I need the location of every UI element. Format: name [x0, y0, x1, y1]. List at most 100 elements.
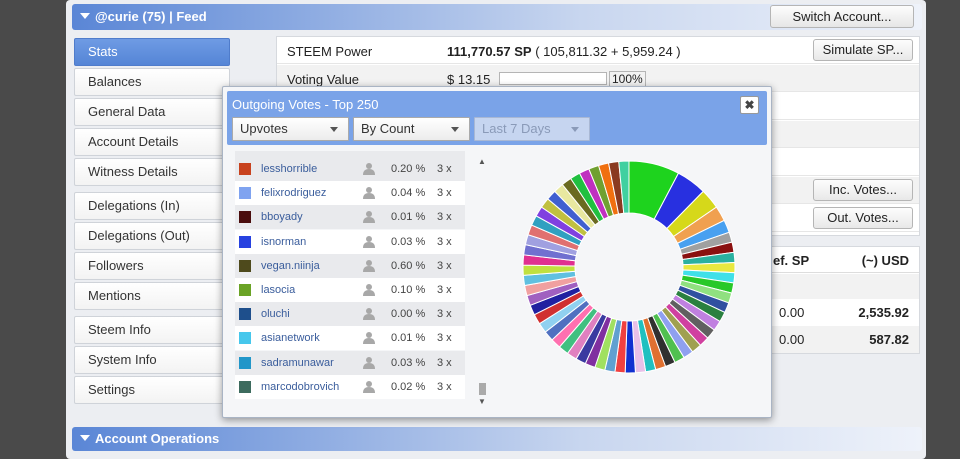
list-item: isnorman 0.03 % 3 x [235, 229, 465, 254]
inc-votes-button[interactable]: Inc. Votes... [813, 179, 913, 201]
dialog-header[interactable]: Outgoing Votes - Top 250 ✖ Upvotes By Co… [227, 91, 767, 145]
color-swatch [239, 380, 251, 393]
nav-item-stats[interactable]: Stats [74, 38, 230, 66]
account-operations-header[interactable]: Account Operations [72, 427, 922, 451]
simulate-sp-button[interactable]: Simulate SP... [813, 39, 913, 61]
votes-list[interactable]: lesshorrible 0.20 % 3 x felixrodriguez 0.04 … [235, 151, 465, 407]
out-votes-row: Out. Votes... [277, 205, 919, 232]
nav-item-balances[interactable]: Balances [74, 68, 230, 96]
nav-item-delegations-in[interactable]: Delegations (In) [74, 192, 230, 220]
vote-percent: 0.03 % [391, 235, 426, 248]
vote-count: 3 x [437, 332, 452, 345]
vote-count: 3 x [437, 380, 452, 393]
username-link[interactable]: vegan.niinja [261, 259, 320, 272]
nav-item-delegations-out[interactable]: Delegations (Out) [74, 222, 230, 250]
col-effective-sp: ef. SP [773, 253, 810, 268]
scroll-down-icon[interactable]: ▼ [478, 397, 486, 406]
vote-percent: 0.00 % [391, 308, 426, 321]
username-link[interactable]: felixrodriguez [261, 187, 327, 200]
nav-item-followers[interactable]: Followers [74, 252, 230, 280]
out-votes-button[interactable]: Out. Votes... [813, 207, 913, 229]
cell-usd: 2,535.92 [858, 305, 909, 320]
donut-slice[interactable] [618, 160, 630, 214]
list-item: felixrodriguez 0.04 % 3 x [235, 181, 465, 206]
user-icon[interactable] [363, 186, 375, 200]
vote-count: 3 x [437, 163, 452, 175]
user-icon[interactable] [363, 210, 375, 224]
user-icon[interactable] [363, 356, 375, 369]
table-row: 0.00 587.82 [771, 326, 919, 353]
vote-count: 3 x [437, 211, 452, 224]
nav-item-steem-info[interactable]: Steem Info [74, 316, 230, 344]
nav-item-mentions[interactable]: Mentions [74, 282, 230, 310]
vote-percent: 0.60 % [391, 259, 426, 272]
color-swatch [239, 259, 251, 272]
scroll-thumb[interactable] [479, 383, 486, 395]
username-link[interactable]: isnorman [261, 235, 307, 248]
period-select: Last 7 Days [474, 117, 590, 141]
col-usd: (~) USD [861, 253, 909, 268]
outgoing-votes-dialog: Outgoing Votes - Top 250 ✖ Upvotes By Co… [222, 86, 772, 418]
steem-power-value: 111,770.57 SP ( 105,811.32 + 5,959.24 ) [447, 44, 681, 59]
list-item: lasocia 0.10 % 3 x [235, 278, 465, 302]
color-swatch [239, 235, 251, 248]
list-item: lesshorrible 0.20 % 3 x [235, 157, 465, 181]
voting-value-label: Voting Value [287, 72, 360, 87]
voting-power-percent: 100% [609, 71, 646, 87]
nav-item-general-data[interactable]: General Data [74, 98, 230, 126]
user-icon[interactable] [363, 283, 375, 296]
stats-nav: Stats Balances General Data Account Deta… [74, 38, 230, 406]
color-swatch [239, 211, 251, 224]
user-icon[interactable] [363, 235, 375, 248]
feed-header[interactable]: @curie (75) | Feed Switch Account... [72, 4, 922, 30]
user-icon[interactable] [363, 162, 375, 175]
color-swatch [239, 284, 251, 296]
switch-account-button[interactable]: Switch Account... [770, 5, 914, 28]
username-link[interactable]: marcodobrovich [261, 380, 340, 393]
voting-power-bar [499, 72, 607, 85]
vote-count: 3 x [437, 284, 452, 296]
username-link[interactable]: asianetwork [261, 332, 320, 345]
cell-sp: 0.00 [779, 332, 805, 347]
nav-item-settings[interactable]: Settings [74, 376, 230, 404]
collapse-icon [80, 13, 90, 19]
vote-percent: 0.04 % [391, 187, 426, 200]
vote-type-select[interactable]: Upvotes [232, 117, 349, 141]
username-link[interactable]: lesshorrible [261, 163, 318, 175]
chevron-down-icon [571, 127, 579, 132]
vote-count: 3 x [437, 259, 452, 272]
color-swatch [239, 332, 251, 345]
nav-item-system-info[interactable]: System Info [74, 346, 230, 374]
table-row: 0.00 2,535.92 [771, 299, 919, 326]
user-icon[interactable] [363, 331, 375, 345]
nav-item-witness-details[interactable]: Witness Details [74, 158, 230, 186]
color-swatch [239, 308, 251, 321]
color-swatch [239, 163, 251, 175]
username-link[interactable]: lasocia [261, 284, 296, 296]
chevron-down-icon [330, 127, 338, 132]
username-link[interactable]: oluchi [261, 308, 290, 321]
username-link[interactable]: sadramunawar [261, 356, 334, 369]
voting-power-fill [500, 73, 606, 84]
user-icon[interactable] [363, 307, 375, 321]
vote-count: 3 x [437, 356, 452, 369]
close-button[interactable]: ✖ [740, 96, 759, 114]
list-item: marcodobrovich 0.02 % 3 x [235, 374, 465, 399]
list-item: oluchi 0.00 % 3 x [235, 302, 465, 327]
user-icon[interactable] [363, 380, 375, 393]
sort-select[interactable]: By Count [353, 117, 470, 141]
balance-table: ef. SP (~) USD 0.00 2,535.92 0.00 587.82 [770, 246, 920, 354]
voting-value: $ 13.15 [447, 72, 491, 87]
vote-percent: 0.01 % [391, 332, 426, 345]
list-scrollbar[interactable]: ▲ ▼ [477, 157, 487, 407]
header-title[interactable]: @curie (75) | Feed [80, 9, 207, 24]
scroll-up-icon[interactable]: ▲ [478, 157, 486, 166]
vote-percent: 0.01 % [391, 211, 426, 224]
table-header: ef. SP (~) USD [771, 247, 919, 273]
username-link[interactable]: bboyady [261, 211, 303, 224]
user-icon[interactable] [363, 259, 375, 272]
nav-item-account-details[interactable]: Account Details [74, 128, 230, 156]
list-item: sadramunawar 0.03 % 3 x [235, 350, 465, 375]
list-item: bboyady 0.01 % 3 x [235, 205, 465, 230]
steem-power-label: STEEM Power [287, 44, 373, 59]
